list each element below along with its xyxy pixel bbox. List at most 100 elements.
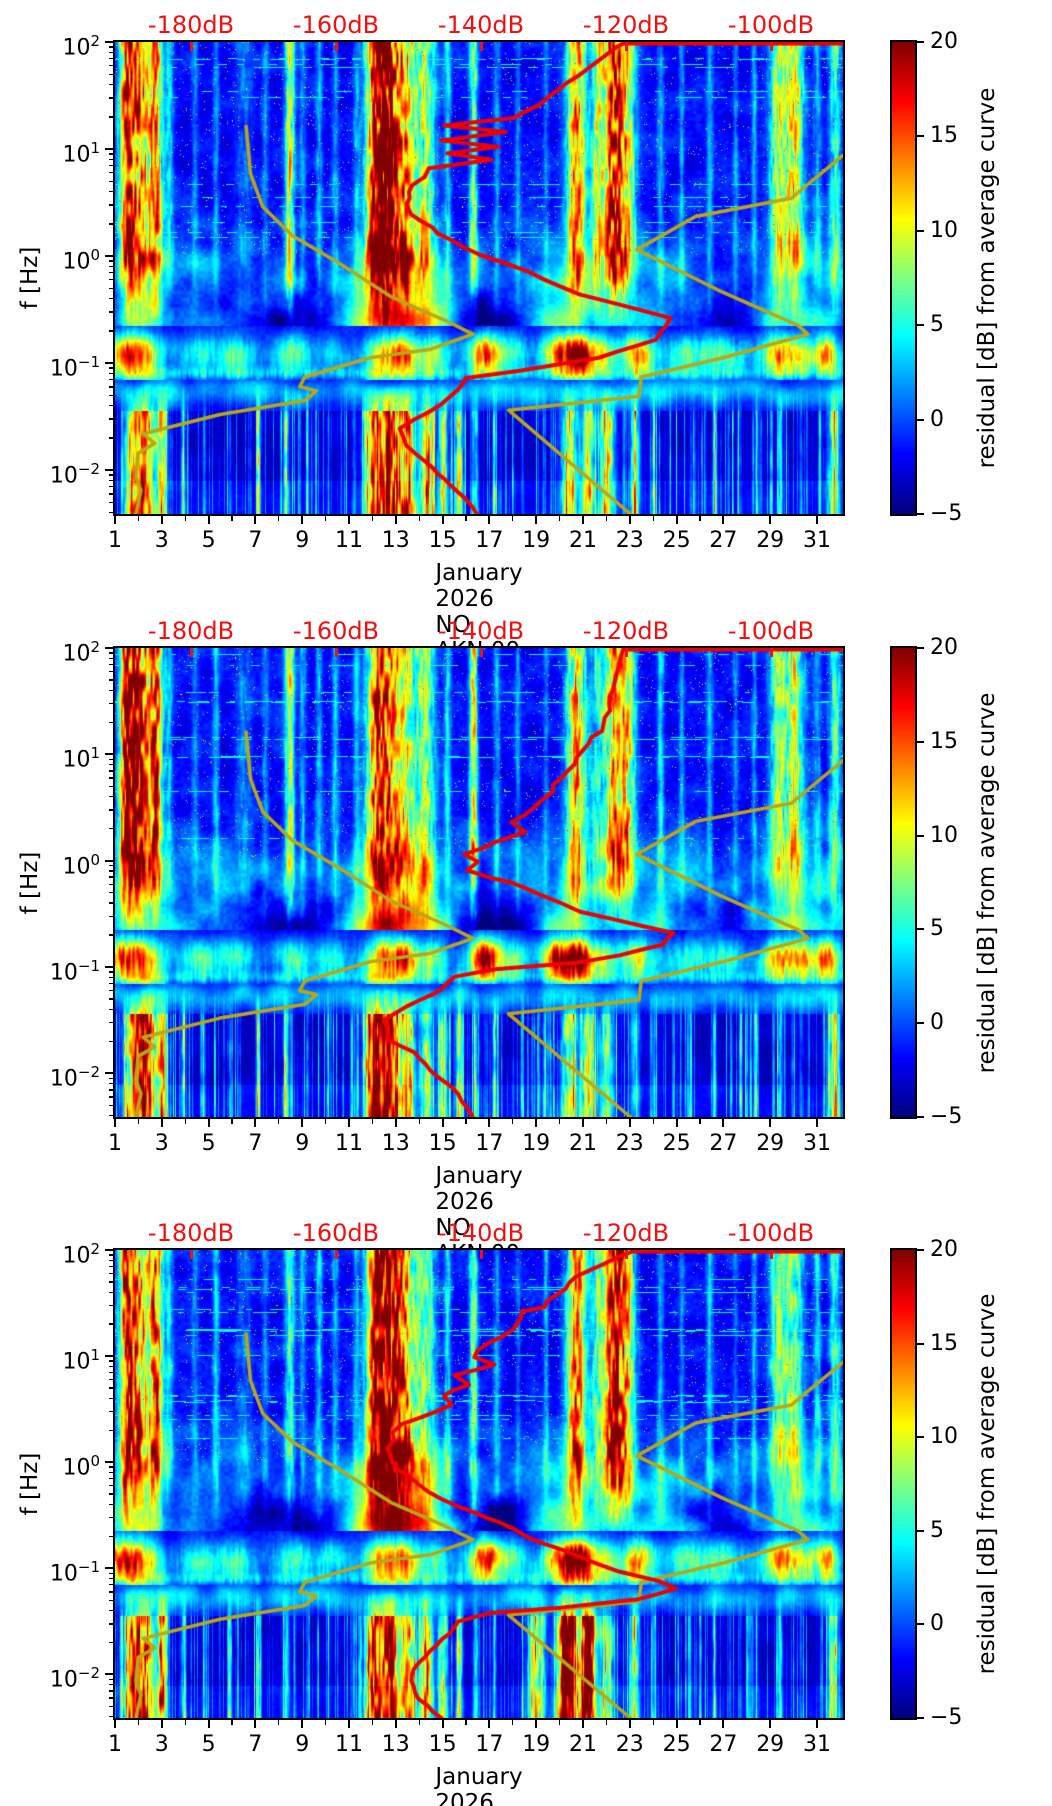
x-tick-label: 31 [803,528,831,553]
y-minor-tick [108,1323,113,1325]
freq-axis-label: f [Hz] [17,1452,43,1516]
x-tick-label: 1 [108,528,122,553]
y-minor-tick [108,1397,113,1400]
colorbar-tick [917,1623,924,1626]
x-tick-label: 5 [201,1131,216,1156]
y-tick [105,859,113,862]
y-tick-label: 101 [8,739,100,774]
top-axis-db-label: -120dB [582,617,670,645]
x-tick-label: 9 [295,1131,310,1156]
x-tick [394,516,397,524]
x-tick [582,1119,584,1127]
y-minor-tick [108,1684,113,1686]
x-tick-label: 9 [295,1732,310,1757]
x-tick [628,1720,631,1728]
y-minor-tick [108,1259,113,1261]
top-axis-db-label: -180dB [147,617,235,645]
x-tick [301,1119,304,1127]
y-tick-exponent: −1 [77,1558,100,1577]
y-minor-tick [108,1021,113,1024]
y-tick [105,1461,113,1464]
y-minor-tick [108,1272,113,1275]
y-tick-base: 10 [62,1349,91,1375]
y-tick-label: 101 [8,1341,100,1376]
top-axis-red-tick [624,648,628,657]
y-minor-tick [108,976,113,979]
x-tick-label: 15 [428,1131,457,1156]
y-minor-tick [108,1466,113,1468]
top-axis-red-tick [479,1250,483,1259]
x-tick-label: 27 [709,528,738,553]
x-tick-label: 29 [756,1131,785,1156]
x-minor-tick [278,1720,280,1725]
x-tick-label: 21 [569,1131,597,1156]
x-tick [535,1720,538,1728]
top-axis-red-tick [769,1250,773,1259]
colorbar-tick-label: 10 [930,217,958,243]
y-minor-tick [108,1089,113,1091]
x-tick [207,1720,210,1728]
x-tick-label: 19 [522,1732,551,1757]
x-tick [722,1119,725,1127]
y-tick-label: 102 [8,633,100,668]
x-tick [348,516,350,524]
y-minor-tick [108,989,113,992]
y-minor-tick [108,1387,113,1389]
y-minor-tick [108,1265,113,1268]
y-tick-base: 10 [49,960,78,986]
x-minor-tick [231,516,233,521]
y-tick [105,1673,113,1676]
y-minor-tick [108,1716,113,1718]
x-tick [160,1119,163,1127]
y-minor-tick [108,190,113,193]
colorbar-hhz [892,1250,915,1718]
y-minor-tick [108,1254,113,1256]
x-tick [628,1119,631,1127]
y-minor-tick [108,777,113,779]
colorbar-axis-label: residual [dB] from average curve [974,692,1000,1073]
y-tick-label: 10−1 [8,952,100,987]
y-minor-tick [108,1378,113,1381]
x-minor-tick [699,516,701,521]
x-tick [160,516,163,524]
y-tick-label: 10−1 [8,348,100,383]
y-tick-base: 10 [62,1243,91,1269]
y-minor-tick [108,153,113,155]
y-minor-tick [108,116,113,118]
x-minor-tick [512,1720,514,1725]
y-minor-tick [108,297,113,300]
y-tick-exponent: 0 [90,1452,100,1471]
y-minor-tick [108,204,113,206]
y-minor-tick [108,1291,113,1293]
y-minor-tick [108,493,113,495]
y-tick-base: 10 [62,35,91,61]
top-axis-red-tick [624,42,628,51]
x-tick-label: 29 [756,528,785,553]
x-minor-tick [184,1720,186,1725]
colorbar-tick-label: −5 [930,1705,963,1730]
y-minor-tick [108,864,113,867]
y-minor-tick [108,73,113,75]
x-tick-label: 13 [381,528,410,553]
y-minor-tick [108,1471,113,1474]
y-tick-exponent: 2 [90,32,100,50]
y-minor-tick [108,164,113,167]
y-minor-tick [108,652,113,654]
y-tick-base: 10 [62,142,91,168]
x-minor-tick [278,1119,280,1124]
x-minor-tick [324,516,327,521]
y-tick-exponent: 1 [90,139,100,158]
colorbar-tick [917,1249,924,1251]
y-tick-base: 10 [62,249,91,275]
spectrogram-canvas-hhz [115,1250,843,1718]
colorbar-tick [917,928,924,931]
colorbar-tick [917,834,924,837]
x-tick [441,1119,444,1127]
y-minor-tick [108,721,113,724]
y-minor-tick [108,1609,113,1612]
y-tick-exponent: 1 [90,1346,100,1365]
y-tick [105,753,113,756]
colorbar-tick [917,1342,924,1345]
x-tick-label: 11 [335,1732,363,1757]
x-minor-tick [652,1720,654,1725]
